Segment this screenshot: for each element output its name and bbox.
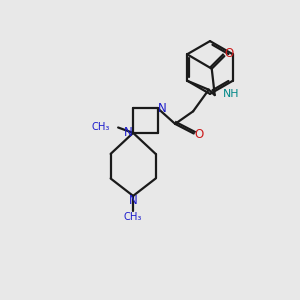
Text: NH: NH [223,88,240,99]
Text: O: O [224,47,233,60]
Text: CH₃: CH₃ [92,122,110,132]
Text: N: N [158,102,166,115]
Text: N: N [124,126,133,140]
Text: N: N [129,194,137,207]
Text: CH₃: CH₃ [124,212,142,223]
Text: O: O [194,128,204,142]
